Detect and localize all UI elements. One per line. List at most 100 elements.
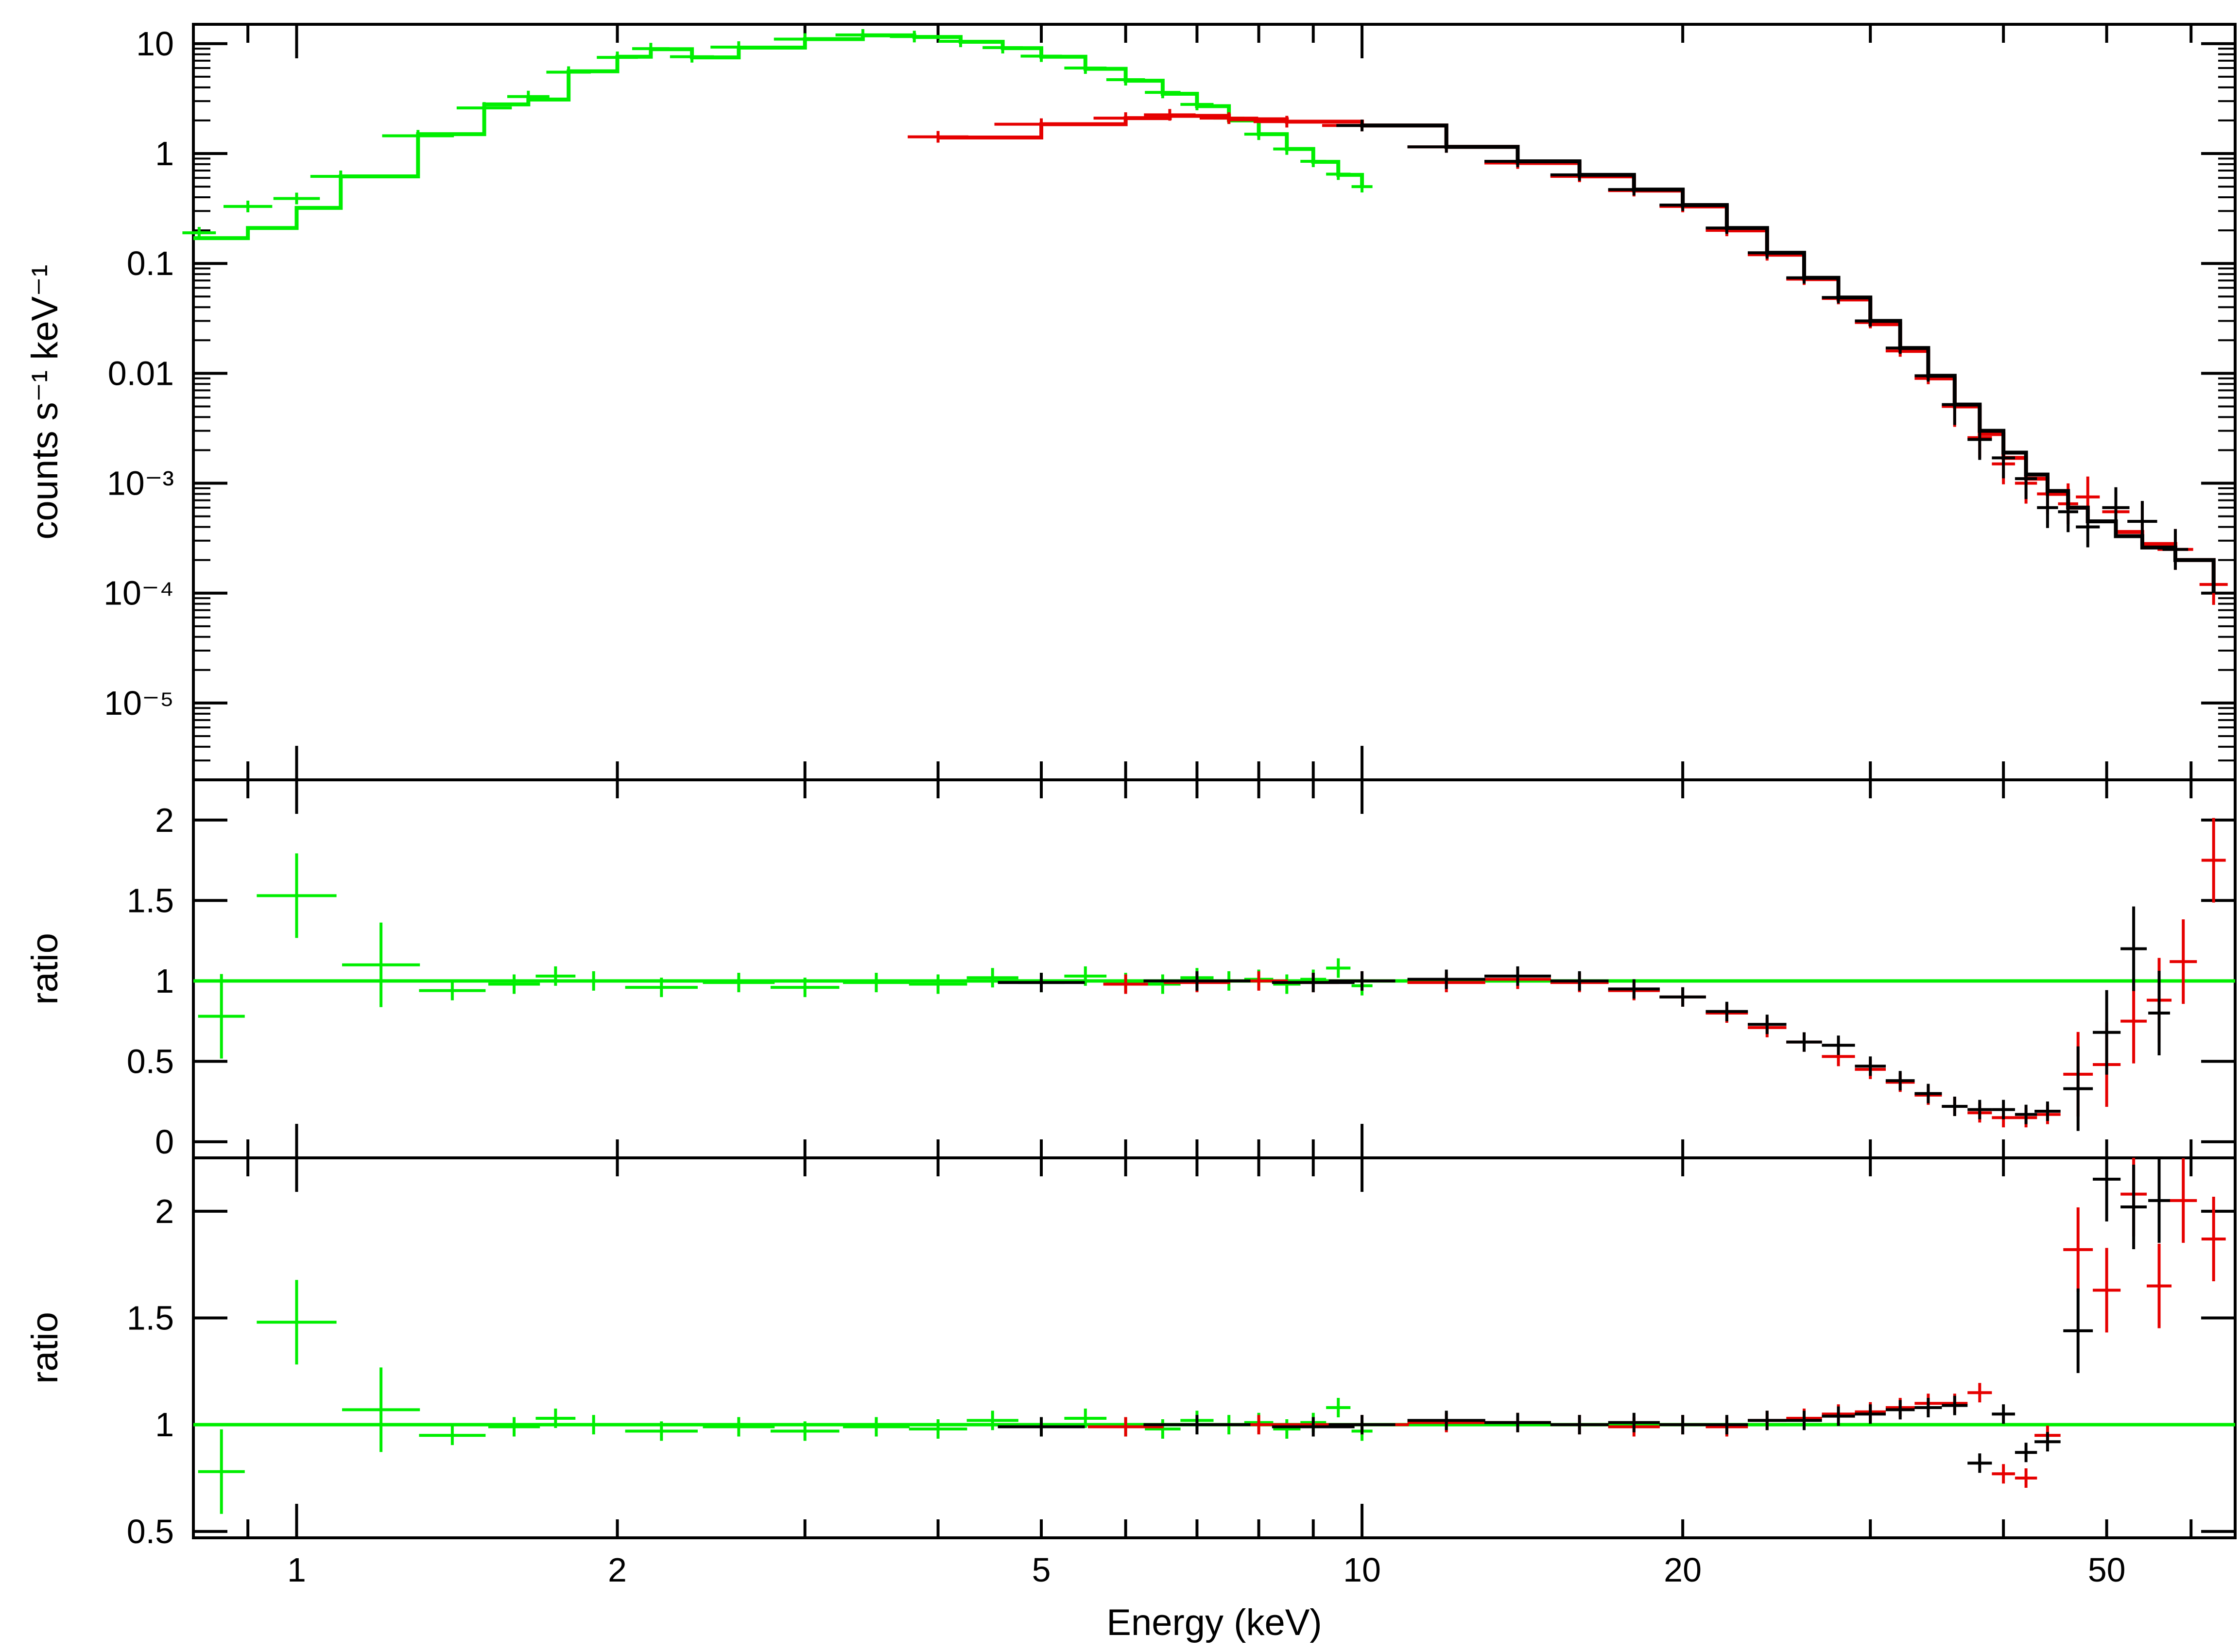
- data-point: [908, 131, 969, 143]
- data-point: [1300, 155, 1327, 167]
- data-point: [2015, 1104, 2037, 1124]
- x-tick-label: 2: [608, 1551, 627, 1589]
- data-point: [1659, 1415, 1706, 1435]
- data-point: [1064, 1408, 1107, 1428]
- data-point: [1967, 1383, 1992, 1403]
- y-axis-title: counts s⁻¹ keV⁻¹: [24, 265, 66, 540]
- data-point: [1747, 247, 1787, 259]
- data-layer: [182, 29, 2235, 1514]
- data-point: [843, 973, 910, 993]
- data-point: [2093, 1248, 2121, 1333]
- x-tick-label: 10: [1343, 1551, 1381, 1589]
- data-point: [2063, 1046, 2093, 1131]
- data-point: [1180, 98, 1214, 110]
- data-point: [2093, 990, 2121, 1075]
- x-axis-title: Energy (keV): [1106, 1602, 1322, 1643]
- series-2-panel-1: [908, 109, 2228, 605]
- y-tick-label: 1: [155, 135, 174, 172]
- data-point: [382, 130, 454, 142]
- data-point: [2120, 906, 2147, 991]
- y-tick-label: 0.01: [108, 354, 174, 392]
- panel-frame-1: [192, 23, 2237, 781]
- data-point: [1885, 342, 1915, 354]
- data-point: [1273, 143, 1301, 155]
- y-tick-label: 10⁻⁴: [103, 574, 174, 612]
- data-point: [2093, 1158, 2121, 1222]
- data-point: [1272, 973, 1355, 993]
- data-point: [2037, 487, 2058, 528]
- data-point: [1706, 1001, 1748, 1021]
- data-point: [2034, 1101, 2061, 1121]
- data-point: [1064, 62, 1107, 74]
- plot-frames: [192, 23, 2237, 1539]
- data-point: [1145, 86, 1181, 99]
- data-point: [1942, 1097, 1968, 1117]
- data-point: [1967, 1453, 1992, 1473]
- data-point: [1992, 1100, 2015, 1119]
- data-point: [2148, 1158, 2170, 1243]
- data-point: [1608, 184, 1660, 196]
- data-point: [625, 978, 698, 998]
- data-point: [182, 227, 216, 239]
- data-point: [198, 974, 245, 1059]
- y-tick-label: 1: [155, 1406, 174, 1444]
- data-point: [597, 52, 638, 64]
- model-line: [193, 33, 1364, 241]
- data-point: [1992, 1464, 2015, 1484]
- data-point: [1326, 1398, 1351, 1418]
- data-point: [1145, 974, 1181, 994]
- data-point: [1484, 1412, 1551, 1432]
- data-point: [1855, 315, 1886, 327]
- y-tick-label: 0.5: [127, 1042, 174, 1080]
- data-point: [342, 1367, 420, 1452]
- data-point: [1822, 292, 1855, 304]
- data-point: [1914, 370, 1942, 382]
- data-point: [2076, 506, 2100, 548]
- data-point: [2058, 491, 2078, 533]
- data-point: [770, 978, 840, 998]
- data-point: [938, 35, 983, 48]
- data-point: [1272, 1417, 1355, 1437]
- data-point: [1885, 1400, 1915, 1420]
- data-point: [1550, 169, 1609, 181]
- data-point: [909, 1419, 967, 1439]
- data-point: [257, 853, 337, 938]
- data-point: [1273, 974, 1301, 994]
- data-point: [2015, 1468, 2037, 1488]
- data-point: [507, 90, 550, 103]
- y-tick-label: 1: [155, 962, 174, 1000]
- data-point: [1244, 128, 1274, 140]
- data-point: [546, 66, 591, 78]
- data-point: [567, 1415, 620, 1435]
- data-point: [982, 42, 1023, 54]
- y-tick-label: 1.5: [127, 1299, 174, 1337]
- model-line: [938, 114, 2216, 585]
- data-point: [2127, 500, 2157, 542]
- y-tick-label: 10⁻³: [107, 465, 174, 502]
- data-point: [1326, 168, 1351, 180]
- data-point: [1914, 1084, 1942, 1103]
- data-point: [2034, 1432, 2061, 1452]
- data-point: [998, 973, 1085, 993]
- data-point: [310, 170, 371, 182]
- data-point: [1145, 1419, 1181, 1439]
- x-tick-label: 1: [287, 1551, 306, 1589]
- data-point: [710, 41, 767, 53]
- data-point: [994, 118, 1088, 130]
- data-point: [774, 33, 836, 45]
- data-point: [2162, 529, 2188, 570]
- data-point: [1326, 958, 1351, 978]
- y-tick-label: 10: [136, 25, 174, 63]
- data-point: [1407, 1411, 1485, 1430]
- data-point: [1822, 1035, 1855, 1055]
- data-point: [1942, 384, 1968, 425]
- data-point: [567, 971, 620, 991]
- data-point: [2170, 919, 2197, 1004]
- data-point: [1550, 1415, 1609, 1435]
- data-point: [632, 43, 670, 55]
- panel-frame-3: [192, 1156, 2237, 1539]
- data-point: [966, 968, 1018, 988]
- series-1-panel-1: [182, 29, 1373, 241]
- data-point: [1659, 199, 1706, 211]
